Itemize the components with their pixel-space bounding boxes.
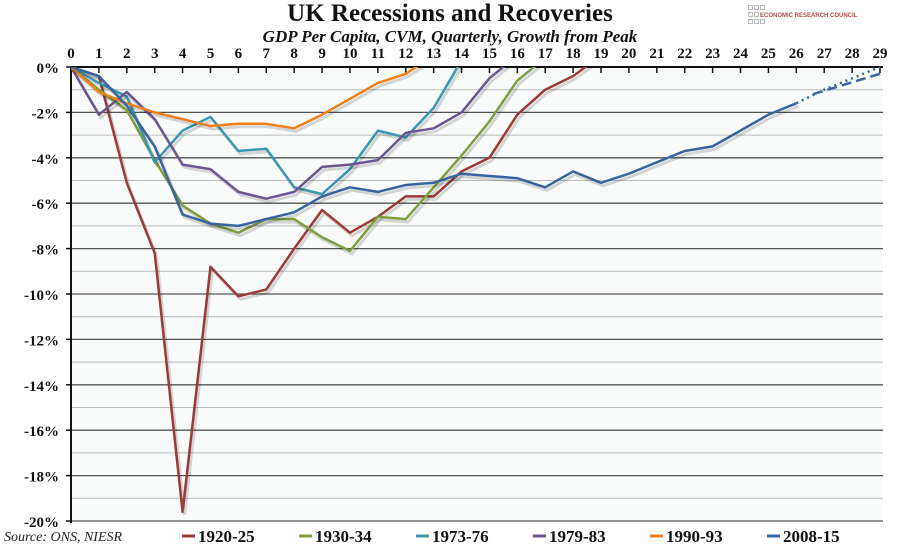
series-shadow — [72, 68, 799, 231]
x-tick-label: 18 — [566, 46, 581, 62]
logo-text: ECONOMIC RESEARCH COUNCIL — [760, 13, 858, 19]
legend-label: 1973-76 — [432, 527, 489, 546]
x-tick-label: 17 — [538, 46, 554, 62]
x-tick-label: 11 — [371, 46, 385, 62]
forecast-dashed-line — [812, 72, 881, 96]
series-line — [71, 67, 588, 514]
x-tick-label: 1 — [95, 46, 103, 62]
x-tick-label: 15 — [482, 46, 497, 62]
legend-label: 1930-34 — [315, 527, 372, 546]
x-tick-label: 26 — [789, 46, 805, 62]
y-tick-label: -20% — [24, 515, 59, 531]
x-tick-label: 3 — [151, 46, 159, 62]
legend-label: 1990-93 — [666, 527, 723, 546]
x-tick-label: 16 — [510, 46, 526, 62]
y-tick-label: -10% — [24, 288, 59, 304]
legend: 1920-25 1930-34 1973-76 1979-83 1990-93 2008-… — [182, 527, 840, 546]
series-lines — [71, 67, 881, 516]
x-tick-label: 4 — [179, 46, 187, 62]
x-tick-label: 14 — [454, 46, 470, 62]
y-tick-label: -2% — [32, 106, 60, 122]
x-tick-label: 13 — [426, 46, 441, 62]
legend-label: 1979-83 — [549, 527, 606, 546]
x-tick-label: 5 — [207, 46, 215, 62]
x-tick-label: 28 — [845, 46, 860, 62]
x-tick-label: 0 — [67, 46, 75, 62]
y-tick-label: -8% — [32, 243, 60, 259]
series-shadow — [71, 67, 426, 133]
series-1990-93 — [71, 67, 426, 133]
legend-label: 2008-15 — [783, 527, 840, 546]
series-2008-15 — [71, 67, 881, 231]
y-tick-label: 0% — [37, 61, 60, 77]
x-tick-label: 23 — [705, 46, 720, 62]
x-tick-label: 12 — [398, 46, 413, 62]
x-tick-label: 29 — [873, 46, 888, 62]
y-tick-label: -6% — [32, 197, 60, 213]
y-tick-label: -14% — [24, 379, 59, 395]
x-tick-label: 9 — [318, 46, 326, 62]
x-tick-label: 21 — [649, 46, 664, 62]
x-tick-label: 27 — [817, 46, 833, 62]
y-tick-label: -4% — [32, 152, 60, 168]
legend-label: 1920-25 — [198, 527, 255, 546]
x-tick-label: 10 — [342, 46, 357, 62]
forecast-dotted-line — [795, 67, 881, 105]
series-1920-25 — [71, 67, 595, 516]
y-tick-label: -18% — [24, 470, 59, 486]
series-line — [71, 67, 797, 228]
x-tick-label: 22 — [677, 46, 692, 62]
y-tick-label: -12% — [24, 333, 59, 349]
x-tick-label: 19 — [594, 46, 609, 62]
x-tick-label: 20 — [621, 46, 636, 62]
source-note: Source: ONS, NIESR — [4, 530, 123, 545]
x-tick-label: 6 — [235, 46, 243, 62]
x-tick-label: 7 — [263, 46, 271, 62]
x-tick-label: 25 — [761, 46, 776, 62]
series-line — [71, 67, 419, 130]
axes: 0 1 2 3 4 5 6 7 8 9 10 11 12 13 14 15 16 17 18 19 20 21 22 23 24… — [24, 46, 888, 531]
chart-title: UK Recessions and Recoveries — [287, 0, 613, 27]
x-tick-label: 24 — [733, 46, 749, 62]
chart-subtitle: GDP Per Capita, CVM, Quarterly, Growth f… — [262, 27, 638, 46]
x-tick-label: 8 — [290, 46, 298, 62]
erc-logo: ECONOMIC RESEARCH COUNCIL — [748, 5, 857, 26]
y-tick-label: -16% — [24, 424, 59, 440]
x-tick-label: 2 — [123, 46, 131, 62]
